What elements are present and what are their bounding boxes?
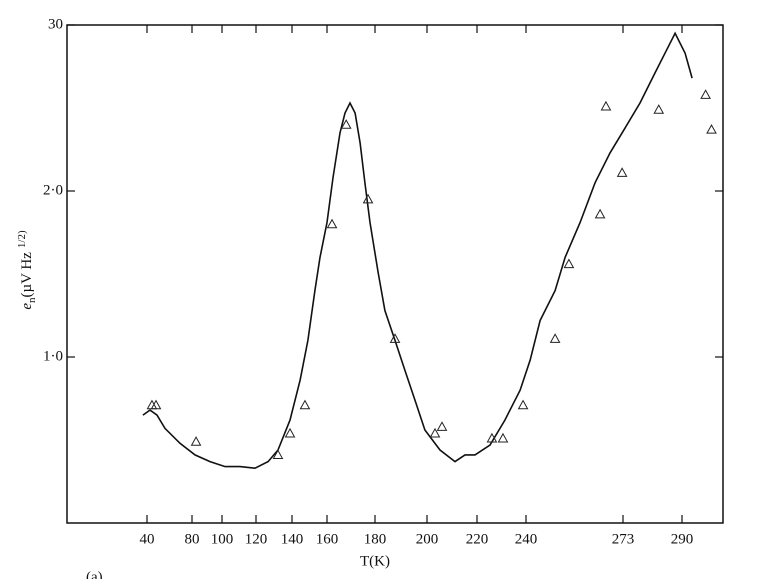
triangle-marker	[272, 449, 284, 460]
x-tick-label: 290	[671, 531, 694, 547]
triangle-marker	[486, 432, 498, 443]
y-label-rest: (µV Hz	[19, 252, 35, 298]
x-tick-label: 200	[416, 531, 439, 547]
x-tick-label: 120	[245, 531, 268, 547]
triangle-marker	[616, 167, 628, 177]
triangle-marker	[340, 119, 352, 129]
y-tick-label: 2·0	[43, 182, 63, 198]
triangle-marker	[429, 427, 441, 438]
triangle-marker	[284, 427, 296, 438]
triangle-marker	[600, 100, 612, 111]
x-axis-label: T(K)	[360, 553, 390, 569]
triangle-marker	[706, 124, 717, 134]
triangle-marker	[517, 399, 529, 410]
triangle-marker	[594, 208, 606, 219]
x-tick-label: 140	[281, 531, 304, 547]
triangle-marker	[190, 436, 202, 446]
triangle-marker	[436, 421, 448, 431]
triangle-marker	[299, 399, 311, 410]
triangle-marker	[700, 89, 711, 99]
y-tick-label: 1·0	[43, 348, 63, 364]
triangle-marker	[389, 333, 401, 343]
x-tick-label: 40	[140, 531, 155, 547]
x-tick-label: 100	[211, 531, 234, 547]
x-tick-label: 273	[612, 531, 635, 547]
triangle-marker	[362, 193, 374, 204]
x-tick-label: 160	[316, 531, 339, 547]
triangle-marker	[326, 218, 338, 229]
triangle-marker	[549, 333, 561, 343]
triangle-marker	[497, 432, 509, 443]
x-tick-label: 180	[364, 531, 387, 547]
y-axis-label: en(µV Hz 1/2)	[16, 230, 38, 310]
y-label-sup: 1/2)	[16, 230, 28, 248]
triangle-marker	[150, 399, 162, 410]
data-line	[142, 31, 693, 470]
x-tick-label: 220	[466, 531, 489, 547]
plot-frame	[66, 24, 724, 524]
triangle-marker	[563, 258, 575, 269]
annotation: (a)	[86, 569, 103, 579]
y-label-main: e	[19, 303, 35, 310]
y-tick-label: 30	[48, 16, 63, 32]
triangle-marker	[653, 104, 665, 114]
y-label-sub: n	[26, 297, 38, 303]
x-tick-label: 240	[515, 531, 538, 547]
x-tick-label: 80	[185, 531, 200, 547]
